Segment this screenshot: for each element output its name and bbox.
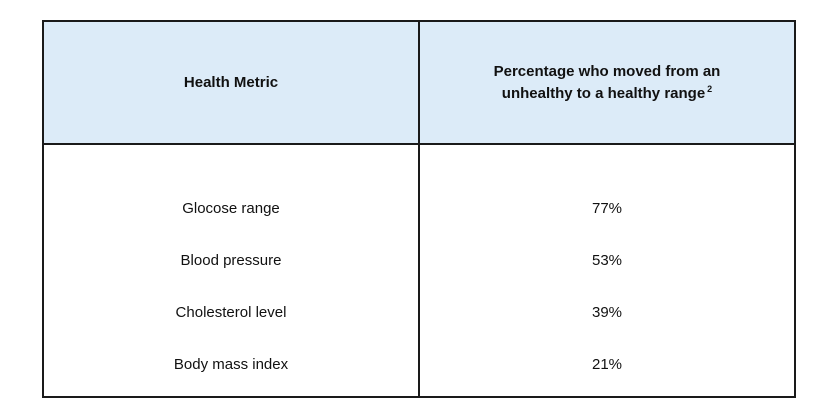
percentage-column: 77% 53% 39% 21% [420, 145, 794, 396]
table-cell-percentage: 77% [591, 199, 623, 217]
table-cell-metric: Body mass index [173, 355, 289, 373]
header-label-percentage-text: Percentage who moved from an unhealthy t… [493, 62, 721, 102]
table-cell-metric: Cholesterol level [175, 303, 287, 321]
header-label-percentage: Percentage who moved from an unhealthy t… [477, 61, 737, 105]
health-metrics-table: Health Metric Percentage who moved from … [42, 20, 796, 398]
table-cell-metric: Blood pressure [180, 251, 282, 269]
table-cell-metric: Glocose range [182, 199, 280, 217]
table-cell-percentage: 39% [591, 303, 623, 321]
metric-column: Glocose range Blood pressure Cholesterol… [44, 145, 420, 396]
header-label-health-metric: Health Metric [183, 73, 279, 91]
table-header-row: Health Metric Percentage who moved from … [44, 22, 794, 145]
footnote-marker: 2 [707, 83, 713, 94]
table-cell-percentage: 21% [591, 355, 623, 373]
table-body: Glocose range Blood pressure Cholesterol… [44, 145, 794, 396]
header-cell-health-metric: Health Metric [44, 22, 420, 143]
table-cell-percentage: 53% [591, 251, 623, 269]
header-cell-percentage: Percentage who moved from an unhealthy t… [420, 22, 794, 143]
